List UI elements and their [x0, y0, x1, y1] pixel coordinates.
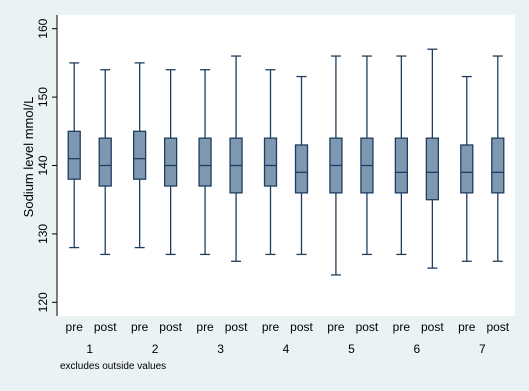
- y-tick-label: 150: [36, 87, 50, 107]
- x-group-label: 6: [414, 342, 421, 356]
- box-body: [132, 130, 147, 180]
- box-3-pre: [198, 69, 212, 256]
- y-axis: 120 130 140 150 160: [36, 15, 58, 316]
- x-box-label-6-pre: pre: [393, 320, 411, 334]
- box-2-pre: [132, 62, 147, 249]
- x-box-label-7-pre: pre: [458, 320, 476, 334]
- x-box-label-1-pre: pre: [66, 320, 84, 334]
- y-tick-label: 130: [36, 224, 50, 244]
- box-body: [67, 130, 81, 180]
- x-group-label: 1: [86, 342, 93, 356]
- x-box-label-2-pre: pre: [131, 320, 149, 334]
- y-tick-label: 160: [36, 18, 50, 38]
- box-2-post: [163, 69, 178, 256]
- box-4-post: [294, 75, 309, 256]
- box-7-post: [491, 55, 505, 262]
- x-group-label: 2: [152, 342, 159, 356]
- box-body: [491, 137, 505, 194]
- box-body: [394, 137, 409, 194]
- x-box-label-1-post: post: [94, 320, 117, 334]
- box-4-pre: [263, 69, 278, 256]
- box-1-post: [98, 69, 112, 256]
- x-box-label-5-post: post: [356, 320, 379, 334]
- chart-note: excludes outside values: [60, 361, 166, 372]
- x-group-label: 3: [217, 342, 224, 356]
- x-box-label-5-pre: pre: [327, 320, 345, 334]
- x-box-label-2-post: post: [159, 320, 182, 334]
- x-box-label-3-pre: pre: [196, 320, 214, 334]
- box-7-pre: [460, 75, 474, 262]
- plot-area: [57, 15, 515, 316]
- box-body: [263, 137, 278, 187]
- x-box-label-3-post: post: [225, 320, 248, 334]
- x-group-label: 4: [283, 342, 290, 356]
- x-box-label-4-post: post: [290, 320, 313, 334]
- box-body: [98, 137, 112, 187]
- y-tick-label: 140: [36, 155, 50, 175]
- box-5-pre: [329, 55, 343, 276]
- box-6-pre: [394, 55, 409, 256]
- x-group-label: 5: [348, 342, 355, 356]
- box-1-pre: [67, 62, 81, 249]
- x-box-label-6-post: post: [421, 320, 444, 334]
- x-box-label-7-post: post: [486, 320, 509, 334]
- box-body: [163, 137, 178, 187]
- box-body: [460, 144, 474, 194]
- box-body: [294, 144, 309, 194]
- x-group-label: 7: [479, 342, 486, 356]
- box-body: [425, 137, 440, 201]
- box-body: [198, 137, 212, 187]
- x-box-label-4-pre: pre: [262, 320, 280, 334]
- boxes-layer: [67, 48, 505, 276]
- box-3-post: [229, 55, 243, 262]
- box-5-post: [360, 55, 374, 256]
- box-6-post: [425, 48, 440, 269]
- y-tick-label: 120: [36, 292, 50, 312]
- y-axis-label: Sodium level mmol/L: [21, 97, 36, 218]
